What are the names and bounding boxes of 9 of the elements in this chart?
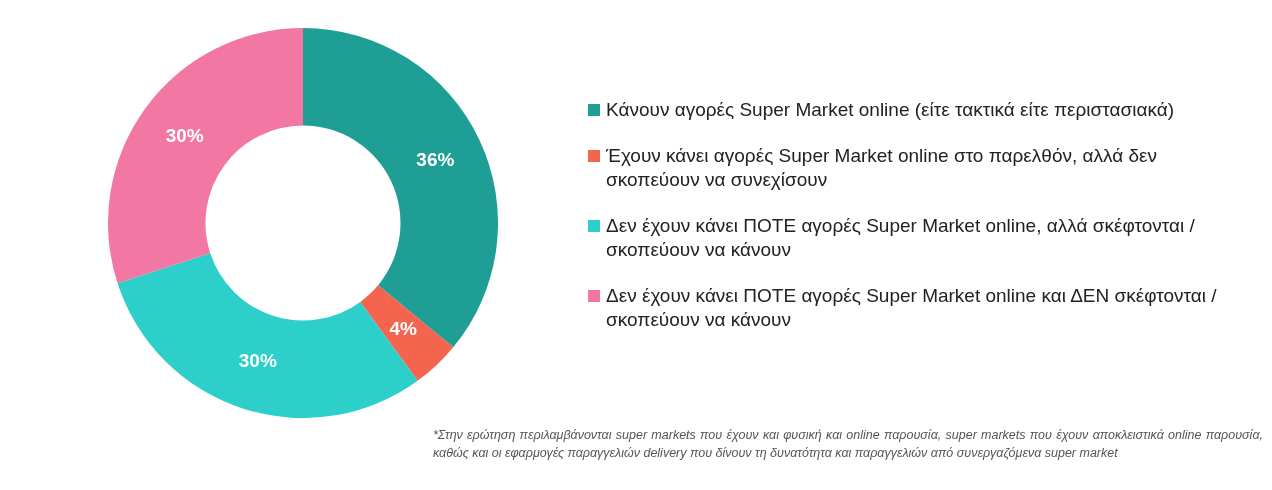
data-label: 30% <box>238 350 277 372</box>
legend-label: Κάνουν αγορές Super Market online (είτε τακτικά είτε περιστασιακά) <box>606 98 1175 122</box>
data-label: 36% <box>416 148 455 170</box>
data-label: 4% <box>389 317 417 339</box>
text: *Στην ερώτηση περιλαμβάνονται super markets που έχουν και φυσική και online παρουσία, super markets που έχουν αποκλειστικά online παρουσία, καθώς και οι εφαρμογές παραγγελιών delivery που δίνουν τη δυνατότητα και παραγγελιών από συνεργαζόμενα super market <box>433 427 1263 462</box>
data-label: 30% <box>165 125 204 147</box>
legend-label: Δεν έχουν κάνει ΠΟΤΕ αγορές Super Market online και ΔΕΝ σκέφτονται / σκοπεύουν να κάνουν <box>606 284 1218 332</box>
legend-label: Δεν έχουν κάνει ΠΟΤΕ αγορές Super Market online, αλλά σκέφτονται / σκοπεύουν να κάνουν <box>606 214 1196 262</box>
legend-label: Έχουν κάνει αγορές Super Market online στο παρελθόν, αλλά δεν σκοπεύουν να συνεχίσουν <box>606 144 1158 192</box>
